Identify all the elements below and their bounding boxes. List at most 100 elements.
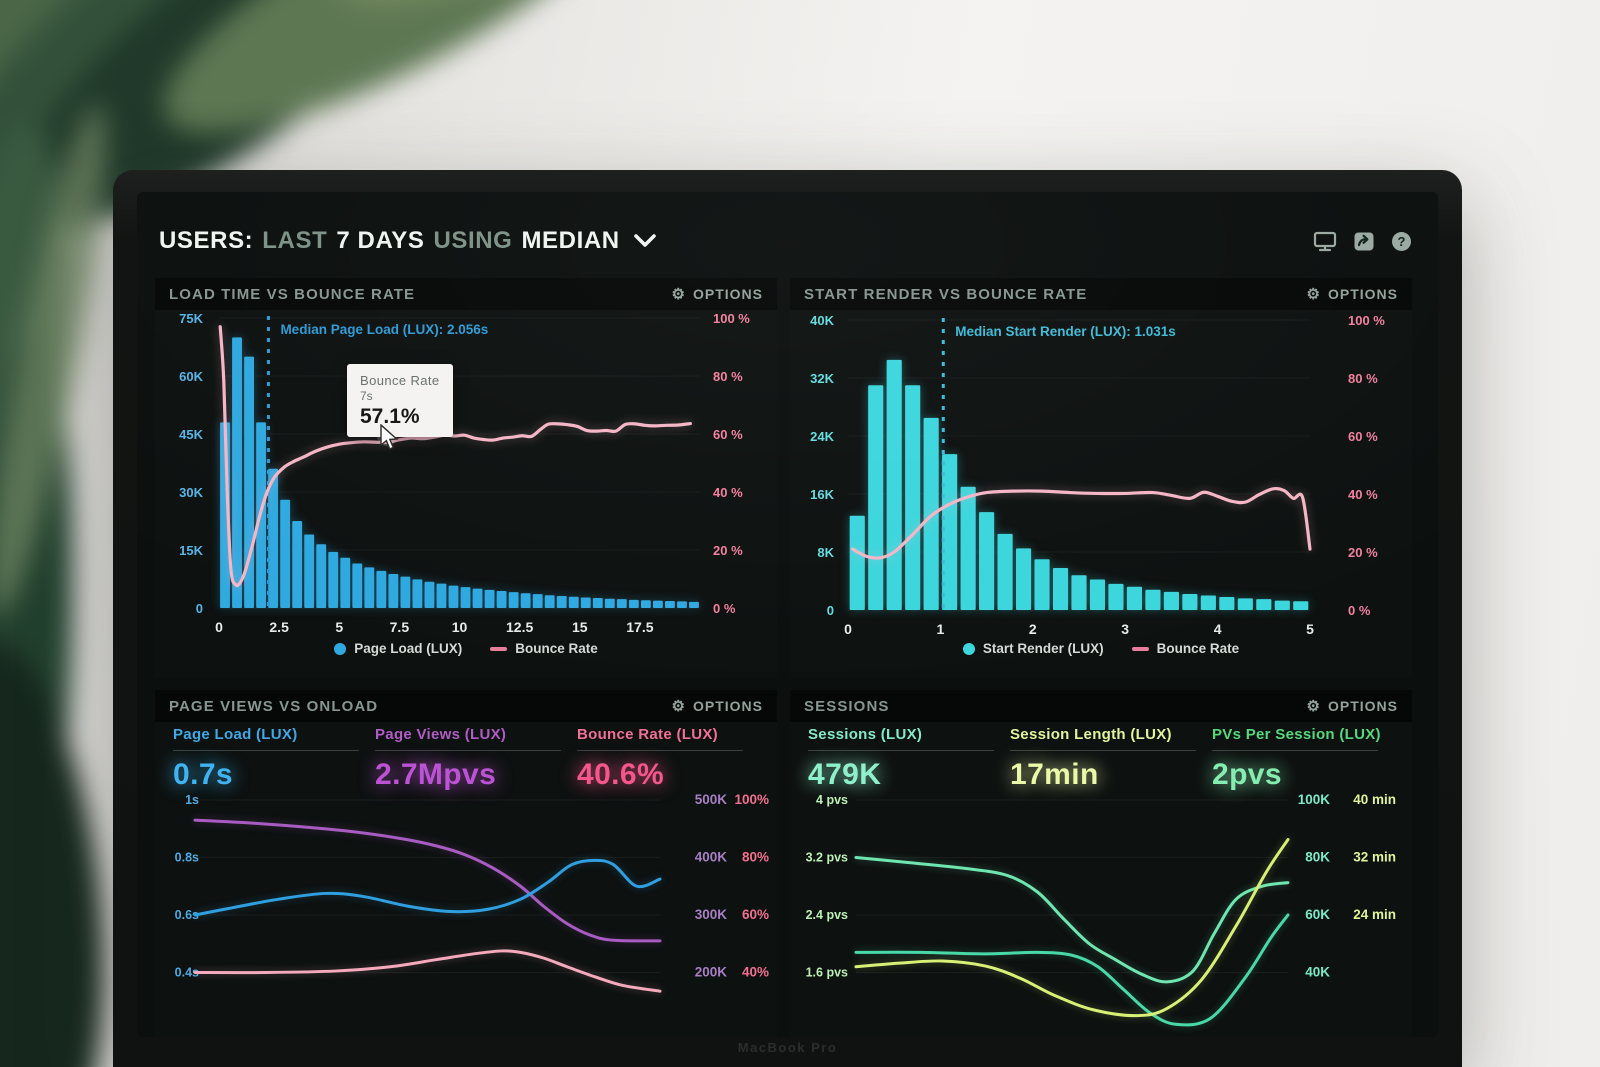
- title-median: MEDIAN: [521, 227, 620, 254]
- legend-line-icon: [490, 646, 508, 651]
- tooltip-subtitle: 7s: [360, 389, 373, 403]
- svg-text:10: 10: [452, 619, 468, 635]
- svg-text:20 %: 20 %: [713, 543, 743, 558]
- svg-text:100%: 100%: [734, 792, 769, 807]
- svg-text:32K: 32K: [810, 371, 834, 386]
- mouse-cursor-icon: [377, 423, 401, 457]
- sessions-line-chart[interactable]: 4 pvs 100K 40 min 3.2 pvs 80K 32 min 2.4 pvs 60…: [790, 690, 1412, 1037]
- metric-sessions: Sessions (LUX) 479K: [808, 726, 1010, 792]
- page-views-line-chart[interactable]: 1s 500K 100% 0.8s 400K 80% 0.6s 300K 60% 0.4s 200K…: [155, 690, 777, 1037]
- svg-text:20 %: 20 %: [1348, 545, 1378, 560]
- svg-text:Median Page Load (LUX): 2.056s: Median Page Load (LUX): 2.056s: [280, 322, 488, 337]
- svg-text:80 %: 80 %: [1348, 371, 1378, 386]
- svg-text:2.5: 2.5: [269, 619, 289, 635]
- svg-text:3.2 pvs: 3.2 pvs: [806, 851, 848, 865]
- start-render-histogram-chart[interactable]: 40K 100 % 32K 80 % 24K 60 % 16K 40 % 8K 20 % 0 0 % 0…: [790, 278, 1412, 678]
- svg-text:17.5: 17.5: [626, 619, 653, 635]
- svg-text:0 %: 0 %: [713, 601, 736, 616]
- panel-title: SESSIONS: [804, 697, 890, 715]
- page-title: USERS: LAST 7 DAYS USING MEDIAN: [159, 227, 666, 255]
- svg-text:80K: 80K: [1305, 850, 1330, 865]
- bounce-rate-tooltip: Bounce Rate 7s 57.1%: [347, 364, 453, 437]
- svg-text:2: 2: [1029, 621, 1037, 637]
- svg-text:0.8s: 0.8s: [175, 851, 199, 865]
- options-button[interactable]: ⚙ OPTIONS: [1306, 285, 1398, 303]
- laptop-brand-text: MacBook Pro: [737, 1040, 838, 1055]
- svg-text:80 %: 80 %: [713, 369, 743, 384]
- options-button[interactable]: ⚙ OPTIONS: [671, 697, 763, 715]
- svg-text:4 pvs: 4 pvs: [816, 793, 848, 807]
- svg-text:?: ?: [1398, 234, 1406, 249]
- svg-text:3: 3: [1121, 621, 1129, 637]
- tooltip-title: Bounce Rate: [360, 373, 440, 388]
- svg-text:60 %: 60 %: [1348, 429, 1378, 444]
- svg-text:40 min: 40 min: [1353, 792, 1396, 807]
- gear-icon: ⚙: [671, 697, 686, 715]
- laptop: USERS: LAST 7 DAYS USING MEDIAN: [113, 170, 1462, 1067]
- title-users: USERS:: [159, 227, 254, 254]
- svg-text:100K: 100K: [1298, 792, 1331, 807]
- svg-text:400K: 400K: [695, 850, 728, 865]
- svg-text:5: 5: [335, 619, 343, 635]
- panel-title: LOAD TIME VS BOUNCE RATE: [169, 285, 416, 303]
- svg-text:60 %: 60 %: [713, 427, 743, 442]
- panel-title: START RENDER VS BOUNCE RATE: [804, 285, 1088, 303]
- chart-legend: Start Render (LUX) Bounce Rate: [790, 641, 1412, 656]
- svg-text:15: 15: [572, 619, 588, 635]
- svg-text:40 %: 40 %: [1348, 487, 1378, 502]
- panel-titlebar: PAGE VIEWS VS ONLOAD ⚙ OPTIONS: [155, 690, 777, 722]
- gear-icon: ⚙: [1306, 697, 1321, 715]
- svg-text:1s: 1s: [185, 793, 199, 807]
- svg-text:0: 0: [844, 621, 852, 637]
- svg-text:0 %: 0 %: [1348, 603, 1371, 618]
- svg-text:45K: 45K: [179, 427, 203, 442]
- metric-row: Sessions (LUX) 479K Session Length (LUX)…: [790, 726, 1412, 792]
- svg-text:100 %: 100 %: [713, 311, 750, 326]
- svg-text:40%: 40%: [742, 965, 769, 980]
- svg-text:24K: 24K: [810, 429, 834, 444]
- svg-text:0: 0: [215, 619, 223, 635]
- metric-page-views: Page Views (LUX) 2.7Mpvs: [375, 726, 577, 792]
- dashboard-screen: USERS: LAST 7 DAYS USING MEDIAN: [137, 192, 1438, 1037]
- options-button[interactable]: ⚙ OPTIONS: [1306, 697, 1398, 715]
- panel-title: PAGE VIEWS VS ONLOAD: [169, 697, 379, 715]
- svg-text:100 %: 100 %: [1348, 313, 1385, 328]
- metric-bounce-rate: Bounce Rate (LUX) 40.6%: [577, 726, 759, 792]
- svg-text:5: 5: [1306, 621, 1314, 637]
- svg-text:15K: 15K: [179, 543, 203, 558]
- svg-text:0: 0: [827, 603, 834, 618]
- svg-text:24 min: 24 min: [1353, 907, 1396, 922]
- svg-text:60K: 60K: [1305, 907, 1330, 922]
- svg-text:300K: 300K: [695, 907, 728, 922]
- display-icon[interactable]: [1313, 231, 1337, 252]
- panel-titlebar: LOAD TIME VS BOUNCE RATE ⚙ OPTIONS: [155, 278, 777, 310]
- panel-start-render-vs-bounce-rate: START RENDER VS BOUNCE RATE ⚙ OPTIONS 40…: [790, 278, 1412, 678]
- options-button[interactable]: ⚙ OPTIONS: [671, 285, 763, 303]
- chevron-down-icon[interactable]: [633, 234, 657, 248]
- gear-icon: ⚙: [1306, 285, 1321, 303]
- metric-page-load: Page Load (LUX) 0.7s: [173, 726, 375, 792]
- share-icon[interactable]: [1353, 231, 1375, 252]
- panel-titlebar: SESSIONS ⚙ OPTIONS: [790, 690, 1412, 722]
- svg-text:1.6 pvs: 1.6 pvs: [806, 966, 848, 980]
- legend-dot-icon: [962, 642, 975, 655]
- panel-titlebar: START RENDER VS BOUNCE RATE ⚙ OPTIONS: [790, 278, 1412, 310]
- svg-text:40K: 40K: [1305, 965, 1330, 980]
- chart-legend: Page Load (LUX) Bounce Rate: [155, 641, 777, 656]
- svg-text:7.5: 7.5: [390, 619, 410, 635]
- svg-text:40 %: 40 %: [713, 485, 743, 500]
- svg-text:60K: 60K: [179, 369, 203, 384]
- svg-text:8K: 8K: [817, 545, 834, 560]
- load-time-histogram-chart[interactable]: 75K 100 % 60K 80 % 45K 60 % 30K 40 % 15K 20 % 0 0 %…: [155, 278, 777, 678]
- svg-text:16K: 16K: [810, 487, 834, 502]
- svg-text:12.5: 12.5: [506, 619, 533, 635]
- help-icon[interactable]: ?: [1391, 231, 1412, 252]
- svg-text:Median Start Render (LUX): 1.0: Median Start Render (LUX): 1.031s: [955, 324, 1176, 339]
- title-using: USING: [433, 227, 513, 254]
- svg-text:40K: 40K: [810, 313, 834, 328]
- svg-text:30K: 30K: [179, 485, 203, 500]
- title-7days: 7 DAYS: [336, 227, 425, 254]
- panel-load-time-vs-bounce-rate: LOAD TIME VS BOUNCE RATE ⚙ OPTIONS 75K 10…: [155, 278, 777, 678]
- header-icon-group: ?: [1313, 231, 1412, 252]
